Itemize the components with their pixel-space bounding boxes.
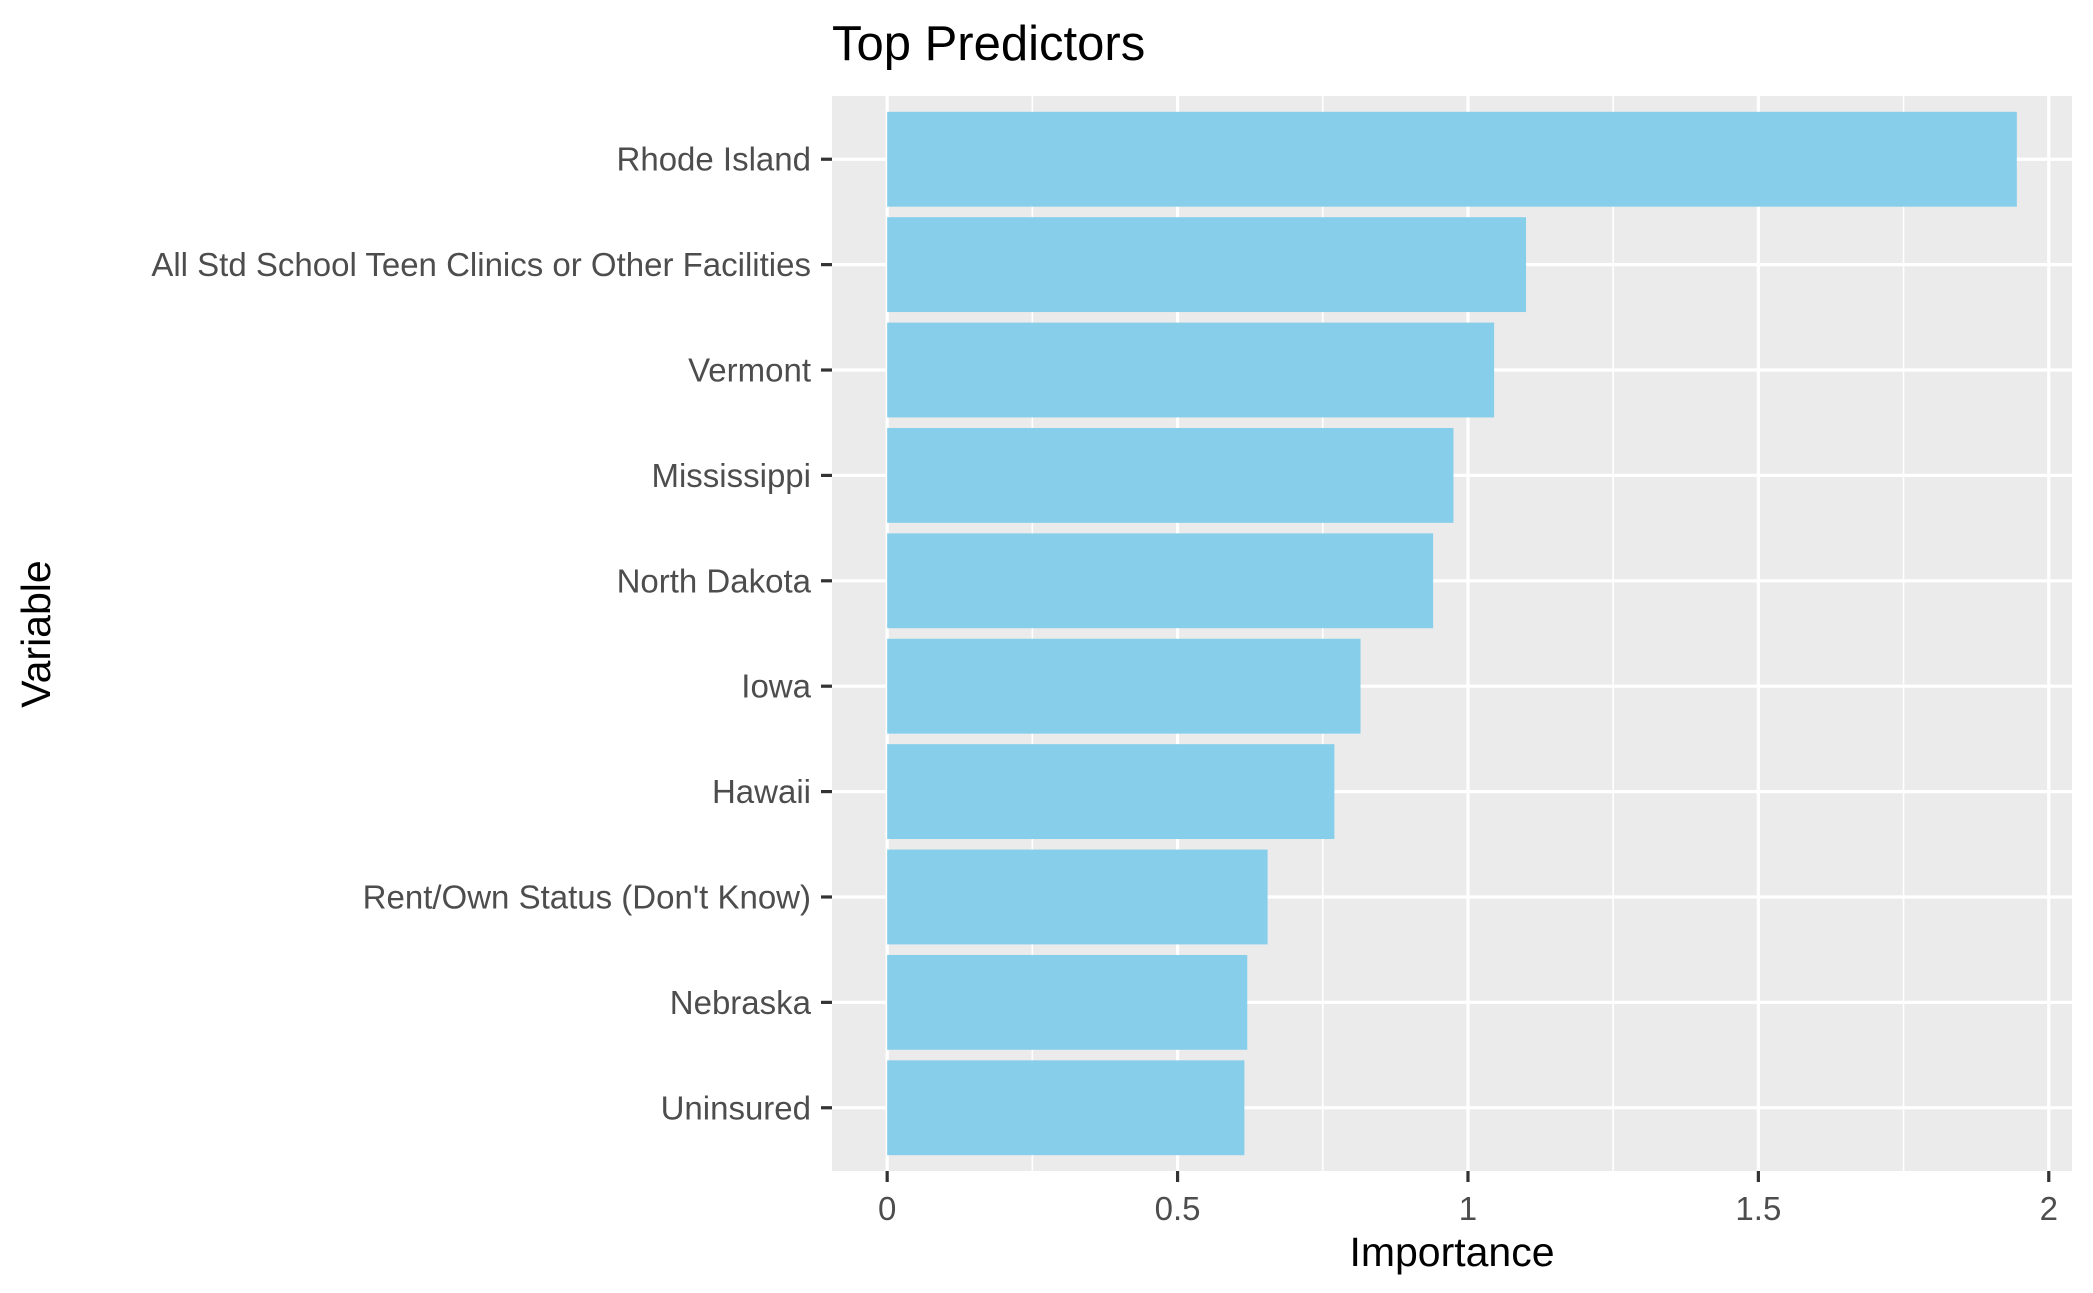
x-tick-label: 2 — [2040, 1190, 2058, 1227]
bar — [887, 954, 1248, 1050]
y-tick-label: Vermont — [688, 352, 811, 389]
y-axis: Rhode Island All Std School Teen Clinics … — [151, 141, 832, 1126]
x-axis-title: Importance — [1349, 1229, 1554, 1275]
y-tick-label: Iowa — [741, 668, 811, 705]
y-axis-title: Variable — [13, 560, 59, 707]
x-tick-label: 1.5 — [1735, 1190, 1781, 1227]
y-tick-label: All Std School Teen Clinics or Other Fac… — [151, 246, 811, 283]
x-tick-label: 0.5 — [1155, 1190, 1201, 1227]
bar — [887, 322, 1495, 418]
x-tick-label: 1 — [1459, 1190, 1477, 1227]
bars — [887, 111, 2017, 1156]
y-tick-label: Mississippi — [651, 457, 811, 494]
bar — [887, 849, 1268, 945]
bar — [887, 111, 2017, 207]
bar — [887, 638, 1361, 734]
y-tick-label: Rent/Own Status (Don't Know) — [363, 878, 811, 915]
x-axis: 0 0.5 1 1.5 2 — [878, 1171, 2058, 1227]
chart-title: Top Predictors — [832, 17, 1145, 71]
y-tick-label: Hawaii — [712, 773, 811, 810]
bar — [887, 744, 1335, 840]
y-tick-label: Rhode Island — [617, 141, 811, 178]
bar — [887, 533, 1434, 629]
y-tick-label: North Dakota — [617, 562, 812, 599]
y-tick-label: Uninsured — [661, 1089, 811, 1126]
bar — [887, 217, 1527, 313]
y-tick-label: Nebraska — [670, 984, 812, 1021]
bar — [887, 1060, 1245, 1156]
bar — [887, 427, 1454, 523]
x-tick-label: 0 — [878, 1190, 896, 1227]
